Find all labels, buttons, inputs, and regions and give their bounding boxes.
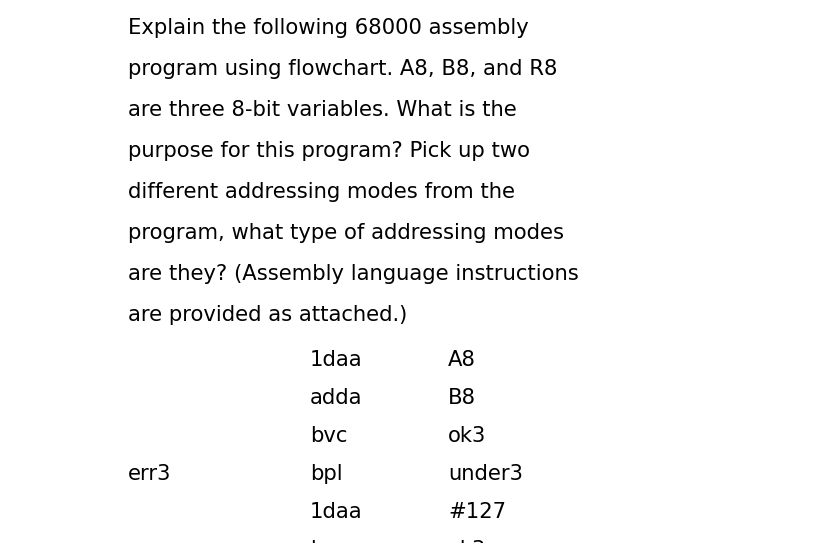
- Text: Explain the following 68000 assembly: Explain the following 68000 assembly: [128, 18, 528, 38]
- Text: program using flowchart. A8, B8, and R8: program using flowchart. A8, B8, and R8: [128, 59, 557, 79]
- Text: program, what type of addressing modes: program, what type of addressing modes: [128, 223, 563, 243]
- Text: purpose for this program? Pick up two: purpose for this program? Pick up two: [128, 141, 529, 161]
- Text: 1daa: 1daa: [309, 502, 362, 522]
- Text: bra: bra: [309, 540, 345, 543]
- Text: are provided as attached.): are provided as attached.): [128, 305, 407, 325]
- Text: B8: B8: [447, 388, 476, 408]
- Text: #127: #127: [447, 502, 505, 522]
- Text: bvc: bvc: [309, 426, 347, 446]
- Text: different addressing modes from the: different addressing modes from the: [128, 182, 514, 202]
- Text: A8: A8: [447, 350, 476, 370]
- Text: are they? (Assembly language instructions: are they? (Assembly language instruction…: [128, 264, 578, 284]
- Text: adda: adda: [309, 388, 362, 408]
- Text: err3: err3: [128, 464, 171, 484]
- Text: under3: under3: [447, 464, 523, 484]
- Text: bpl: bpl: [309, 464, 342, 484]
- Text: are three 8-bit variables. What is the: are three 8-bit variables. What is the: [128, 100, 516, 120]
- Text: 1daa: 1daa: [309, 350, 362, 370]
- Text: ok3: ok3: [447, 426, 485, 446]
- Text: ok3: ok3: [447, 540, 485, 543]
